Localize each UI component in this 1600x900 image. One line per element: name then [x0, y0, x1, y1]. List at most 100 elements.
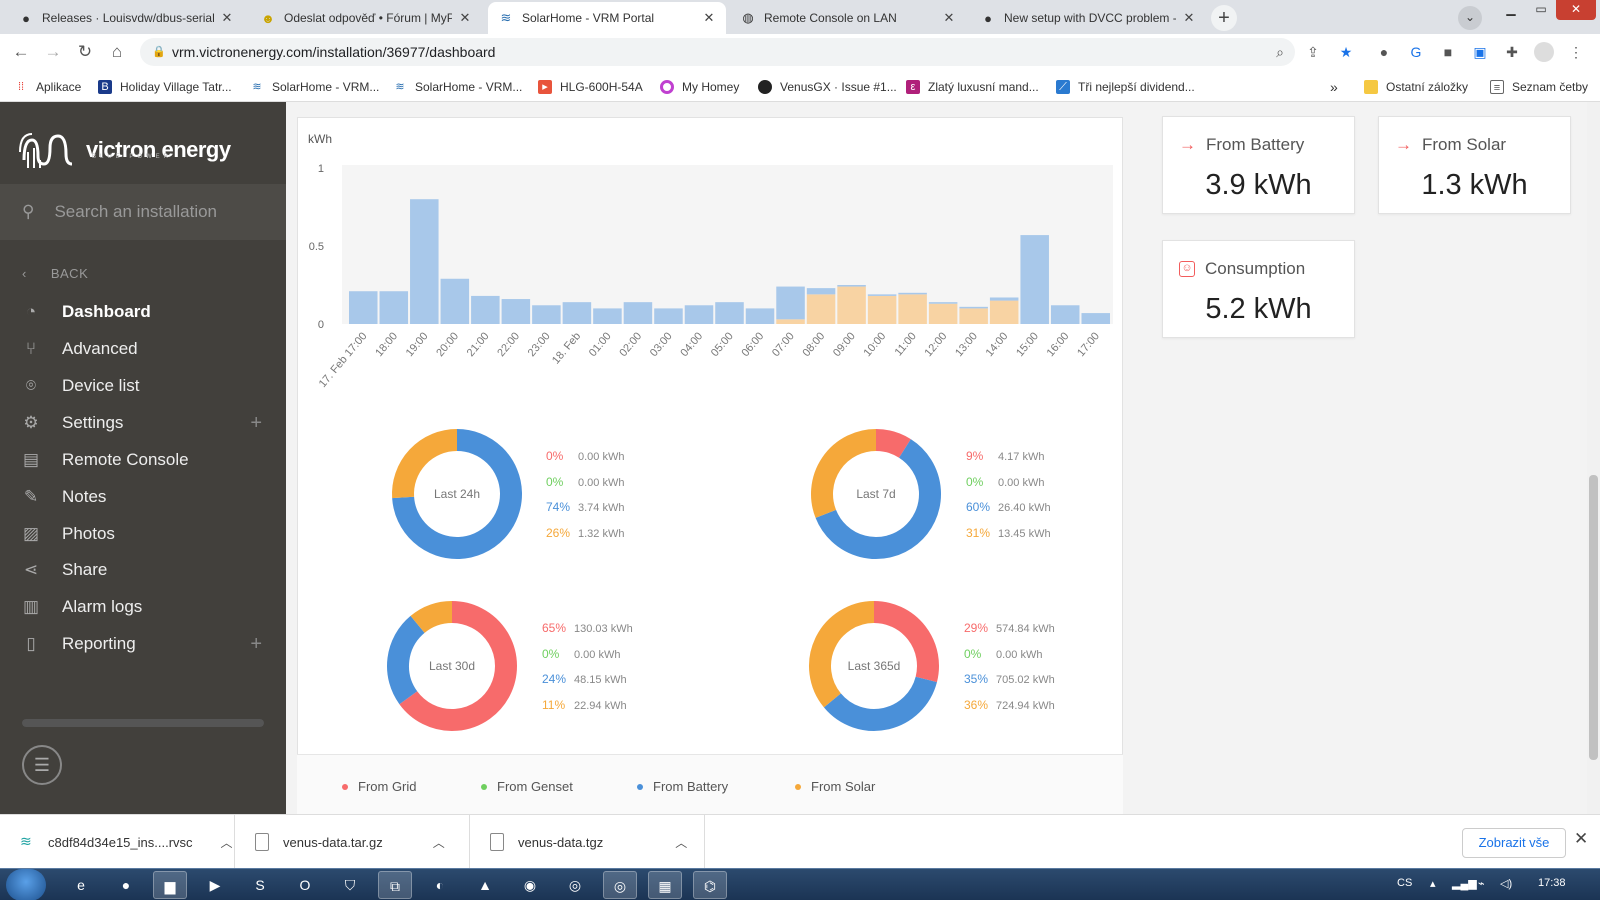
legend-item-grid[interactable]: From Grid	[342, 779, 417, 794]
sidebar-scrollbar-thumb[interactable]	[22, 719, 264, 727]
card-from-solar[interactable]: → From Solar 1.3 kWh	[1378, 116, 1571, 214]
bookmark-item[interactable]: ⁞⁞ Aplikace	[14, 78, 81, 96]
search-input[interactable]: Search an installation	[54, 202, 217, 221]
expand-plus-icon[interactable]: +	[250, 632, 262, 655]
sidebar-item-photos[interactable]: ▨ Photos	[0, 516, 286, 552]
extension-icon[interactable]: ■	[1443, 44, 1453, 60]
extension-icon[interactable]: ▣	[1473, 44, 1487, 60]
sidebar-item-remote-console[interactable]: ▤ Remote Console	[0, 442, 286, 478]
other-bookmarks-folder[interactable]: Ostatní záložky	[1364, 78, 1468, 96]
menu-toggle-icon[interactable]: ☰	[22, 745, 62, 785]
close-tab-icon[interactable]: ✕	[221, 10, 233, 25]
language-indicator[interactable]: CS	[1397, 877, 1413, 889]
page-scrollbar[interactable]	[1587, 102, 1600, 814]
close-download-bar-icon[interactable]: ✕	[1574, 829, 1589, 848]
bookmark-item[interactable]: ≋ SolarHome - VRM...	[393, 78, 522, 96]
translate-icon[interactable]: G	[1410, 44, 1422, 60]
new-tab-button[interactable]: +	[1211, 5, 1237, 31]
extensions-puzzle-icon[interactable]: ✚	[1506, 44, 1518, 60]
installation-search[interactable]: ⚲ Search an installation	[0, 184, 286, 240]
show-all-downloads-button[interactable]: Zobrazit vše	[1462, 828, 1566, 858]
sidebar-scrollbar[interactable]	[22, 719, 264, 727]
sidebar-item-advanced[interactable]: ⑂ Advanced	[0, 331, 286, 367]
signal-icon[interactable]: ▂▄▆	[1452, 878, 1477, 890]
chevron-up-icon[interactable]: ︿	[432, 835, 445, 850]
tab-forum[interactable]: ☻ Odeslat odpověď • Fórum | MyPo ✕	[250, 2, 482, 34]
edge-icon[interactable]: ◐	[435, 877, 445, 893]
remote-desktop-icon[interactable]: ⧉	[378, 871, 412, 899]
security-shield-icon[interactable]: ⛉	[344, 877, 356, 893]
bookmark-item[interactable]: My Homey	[660, 78, 739, 96]
download-item[interactable]: ≋ c8df84d34e15_ins....rvsc ︿	[0, 815, 235, 869]
sidebar-item-device-list[interactable]: ⌾ Device list	[0, 368, 286, 404]
reading-list-button[interactable]: ≡ Seznam četby	[1490, 78, 1588, 96]
chevron-up-icon[interactable]: ︿	[675, 835, 688, 850]
chrome-icon[interactable]: ◎	[568, 877, 582, 893]
profile-avatar-icon[interactable]	[1534, 42, 1554, 62]
close-tab-icon[interactable]: ✕	[943, 10, 955, 25]
sidebar-item-settings[interactable]: ⚙ Settings +	[0, 405, 286, 441]
tray-expand-icon[interactable]: ▴	[1430, 878, 1436, 890]
windows-start-icon[interactable]	[6, 869, 46, 900]
address-bar[interactable]: 🔒 vrm.victronenergy.com/installation/369…	[140, 38, 1295, 66]
bookmark-item[interactable]: ▸ HLG-600H-54A	[538, 78, 643, 96]
bookmark-item[interactable]: ε Zlatý luxusní mand...	[906, 78, 1039, 96]
close-tab-icon[interactable]: ✕	[459, 10, 471, 25]
sidebar-item-notes[interactable]: ✎ Notes	[0, 479, 286, 515]
reload-icon[interactable]: ↻	[77, 42, 93, 61]
share-page-icon[interactable]: ⇪	[1307, 44, 1319, 60]
sidebar-item-share[interactable]: ⋖ Share	[0, 552, 286, 588]
expand-plus-icon[interactable]: +	[250, 411, 262, 434]
app-icon[interactable]: ●	[121, 877, 131, 893]
download-item[interactable]: venus-data.tgz ︿	[470, 815, 705, 869]
ie-icon[interactable]: e	[77, 877, 85, 893]
card-consumption[interactable]: ☺ Consumption 5.2 kWh	[1162, 240, 1355, 338]
forward-arrow-icon[interactable]: →	[44, 42, 62, 61]
bookmark-item[interactable]: B Holiday Village Tatr...	[98, 78, 232, 96]
power-icon[interactable]: ⌁	[1478, 878, 1485, 890]
legend-item-genset[interactable]: From Genset	[481, 779, 573, 794]
explorer-icon[interactable]: ▆	[153, 871, 187, 899]
network-app-icon[interactable]: ⌬	[693, 871, 727, 899]
minimize-button[interactable]: ▁	[1506, 2, 1516, 16]
close-tab-icon[interactable]: ✕	[703, 10, 715, 25]
back-link[interactable]: ‹ BACK	[22, 266, 88, 281]
calculator-icon[interactable]: ▦	[648, 871, 682, 899]
back-arrow-icon[interactable]: ←	[12, 42, 30, 61]
pdf-icon[interactable]: ▲	[478, 877, 492, 893]
bookmark-item[interactable]: VenusGX · Issue #1...	[758, 78, 897, 96]
victron-logo[interactable]: victron energy BLUE POWER	[18, 130, 231, 170]
bookmark-item[interactable]: ⟋ Tři nejlepší dividend...	[1056, 78, 1195, 96]
page-scrollbar-thumb[interactable]	[1589, 475, 1598, 760]
chevron-up-icon[interactable]: ︿	[220, 835, 233, 850]
legend-item-battery[interactable]: From Battery	[637, 779, 728, 794]
card-from-battery[interactable]: → From Battery 3.9 kWh	[1162, 116, 1355, 214]
opera-icon[interactable]: O	[299, 877, 311, 893]
download-item[interactable]: venus-data.tar.gz ︿	[235, 815, 470, 869]
window-close-button[interactable]: ✕	[1556, 0, 1596, 20]
sidebar-item-dashboard[interactable]: ◔ Dashboard	[0, 294, 286, 330]
legend-item-solar[interactable]: From Solar	[795, 779, 875, 794]
firefox-icon[interactable]: ◉	[523, 877, 537, 893]
more-bookmarks-button[interactable]: »	[1330, 79, 1338, 95]
sidebar-item-alarm-logs[interactable]: ▥ Alarm logs	[0, 589, 286, 625]
zoom-icon[interactable]: ⌕	[1276, 44, 1284, 60]
tab-releases[interactable]: ● Releases · Louisvdw/dbus-serialb ✕	[8, 2, 244, 34]
tab-search-icon[interactable]: ⌄	[1458, 6, 1482, 30]
menu-kebab-icon[interactable]: ⋮	[1569, 44, 1583, 60]
bookmark-star-icon[interactable]: ★	[1339, 44, 1353, 60]
clock[interactable]: 17:38	[1538, 877, 1566, 889]
bookmark-item[interactable]: ≋ SolarHome - VRM...	[250, 78, 379, 96]
tab-solarhome-vrm[interactable]: ≋ SolarHome - VRM Portal ✕	[488, 2, 726, 34]
volume-icon[interactable]: ◁)	[1500, 878, 1513, 890]
tab-remote-console[interactable]: ◍ Remote Console on LAN ✕	[730, 2, 966, 34]
home-icon[interactable]: ⌂	[111, 42, 123, 61]
close-tab-icon[interactable]: ✕	[1183, 10, 1195, 25]
tab-dvcc[interactable]: ● New setup with DVCC problem - ✕	[970, 2, 1206, 34]
chrome-active-icon[interactable]: ◎	[603, 871, 637, 899]
extension-icon[interactable]: ●	[1379, 44, 1389, 60]
sidebar-item-reporting[interactable]: ▯ Reporting +	[0, 626, 286, 662]
media-player-icon[interactable]: ▶	[209, 877, 221, 893]
maximize-button[interactable]: ▭	[1535, 2, 1547, 16]
skype-icon[interactable]: S	[255, 877, 265, 893]
